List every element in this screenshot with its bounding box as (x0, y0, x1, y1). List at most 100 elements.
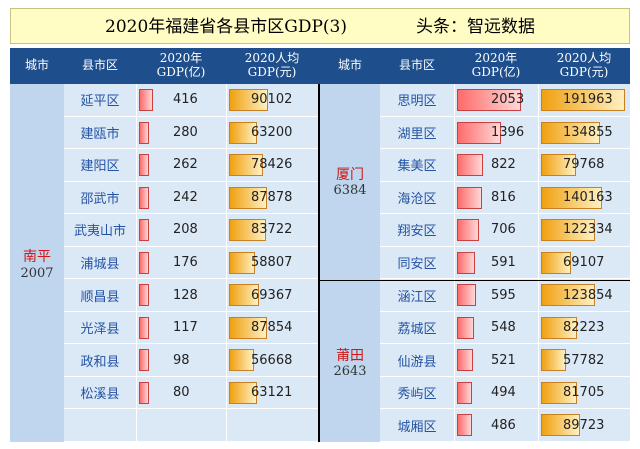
gdp-cell: 117 (136, 311, 226, 345)
gdp-value: 548 (491, 320, 516, 336)
county-name: 政和县 (64, 344, 136, 377)
county-name: 集美区 (380, 149, 454, 182)
county-name: 邵武市 (64, 181, 136, 215)
per-capita-cell: 57782 (538, 344, 630, 377)
per-capita-value: 69367 (251, 287, 293, 303)
gdp-cell: 280 (136, 116, 226, 150)
gdp-cell: 98 (136, 344, 226, 377)
gdp-value: 80 (173, 385, 190, 401)
gdp-bar (139, 186, 149, 209)
gdp-value: 822 (491, 157, 516, 173)
per-capita-bar (229, 219, 266, 242)
county-name: 光泽县 (64, 311, 136, 345)
table-row: 湖里区 1396 134855 (380, 116, 630, 150)
per-capita-cell: 191963 (538, 84, 630, 117)
table-row: 建瓯市 280 63200 (64, 116, 318, 150)
per-capita-value: 81705 (563, 385, 605, 401)
table-row: 仙游县 521 57782 (380, 344, 630, 377)
per-capita-cell: 69367 (226, 279, 318, 312)
gdp-value: 591 (491, 254, 516, 270)
per-capita-bar (541, 284, 596, 307)
county-name: 城厢区 (380, 409, 454, 442)
gdp-cell: 595 (454, 279, 538, 312)
gdp-bar (139, 89, 154, 111)
city-gdp: 6384 (333, 183, 367, 198)
gdp-value: 242 (173, 189, 198, 205)
gdp-bar (457, 186, 483, 209)
city-separator (320, 280, 630, 281)
gdp-cell: 416 (136, 84, 226, 117)
page-title: 2020年福建省各县市区GDP(3) (105, 17, 347, 37)
per-capita-value: 63200 (251, 124, 293, 140)
county-name: 建阳区 (64, 149, 136, 182)
left-table: 南平 2007 延平区 416 90102 建瓯市 280 63200 建阳区 262 7842… (10, 84, 318, 442)
gdp-bar (139, 219, 149, 242)
table-row: 武夷山市 208 83722 (64, 214, 318, 247)
per-capita-cell: 83722 (226, 214, 318, 247)
per-capita-cell: 87878 (226, 181, 318, 215)
gdp-bar (457, 381, 473, 404)
gdp-cell: 80 (136, 376, 226, 410)
per-capita-cell: 58807 (226, 246, 318, 280)
per-capita-bar (541, 251, 572, 274)
gdp-bar (139, 284, 149, 307)
header-gdp-right: 2020年 GDP(亿) (471, 51, 521, 79)
per-capita-value: 83722 (251, 222, 293, 238)
gdp-cell: 521 (454, 344, 538, 377)
gdp-value: 98 (173, 352, 190, 368)
per-capita-cell: 69107 (538, 246, 630, 280)
per-capita-cell: 122334 (538, 214, 630, 247)
gdp-bar (457, 251, 476, 274)
table-row: 集美区 822 79768 (380, 149, 630, 182)
county-name: 延平区 (64, 84, 136, 117)
city-name: 莆田 (336, 348, 364, 364)
per-capita-cell: 56668 (226, 344, 318, 377)
table-row: 顺昌县 128 69367 (64, 279, 318, 312)
per-capita-value: 57782 (563, 352, 605, 368)
gdp-cell: 2053 (454, 84, 538, 117)
gdp-bar (457, 284, 476, 307)
table-row: 同安区 591 69107 (380, 246, 630, 280)
header-city-left: 城市 (24, 58, 49, 73)
per-capita-bar (541, 154, 576, 177)
gdp-bar (139, 121, 149, 144)
county-name: 涵江区 (380, 279, 454, 312)
per-capita-bar (541, 186, 603, 209)
per-capita-cell: 63200 (226, 116, 318, 150)
per-capita-value: 90102 (251, 92, 293, 108)
header-per-capita-right: 2020人均 GDP(元) (556, 51, 612, 79)
gdp-cell: 816 (454, 181, 538, 215)
city-name: 南平 (23, 249, 51, 265)
gdp-value: 2053 (491, 92, 525, 108)
county-name: 荔城区 (380, 311, 454, 345)
county-name (64, 409, 136, 442)
per-capita-cell: 87854 (226, 311, 318, 345)
column-divider (318, 84, 320, 442)
county-name: 海沧区 (380, 181, 454, 215)
per-capita-bar (541, 219, 595, 242)
table-row: 政和县 98 56668 (64, 344, 318, 377)
table-header: 城市 县市区 2020年 GDP(亿) 2020人均 GDP(元) 城市 县市区… (10, 48, 630, 84)
county-name: 顺昌县 (64, 279, 136, 312)
per-capita-value: 79768 (563, 157, 605, 173)
gdp-cell: 262 (136, 149, 226, 182)
gdp-bar (457, 154, 483, 177)
per-capita-bar (229, 154, 264, 177)
gdp-value: 706 (491, 222, 516, 238)
county-name: 同安区 (380, 246, 454, 280)
gdp-bar (457, 89, 521, 111)
per-capita-bar (229, 381, 257, 404)
per-capita-value: 58807 (251, 254, 293, 270)
header-city-right: 城市 (337, 58, 362, 73)
gdp-value: 117 (173, 320, 198, 336)
city-gdp: 2007 (20, 266, 54, 281)
per-capita-cell: 89723 (538, 409, 630, 442)
right-table: 厦门 6384 莆田 2643 思明区 2053 191963 湖里区 1396 1348… (320, 84, 630, 442)
gdp-bar (139, 251, 149, 274)
header-per-capita-left: 2020人均 GDP(元) (244, 51, 300, 79)
gdp-cell: 486 (454, 409, 538, 442)
per-capita-value: 134855 (563, 124, 613, 140)
per-capita-bar (229, 284, 260, 307)
header-gdp-left: 2020年 GDP(亿) (156, 51, 206, 79)
per-capita-bar (229, 349, 254, 372)
